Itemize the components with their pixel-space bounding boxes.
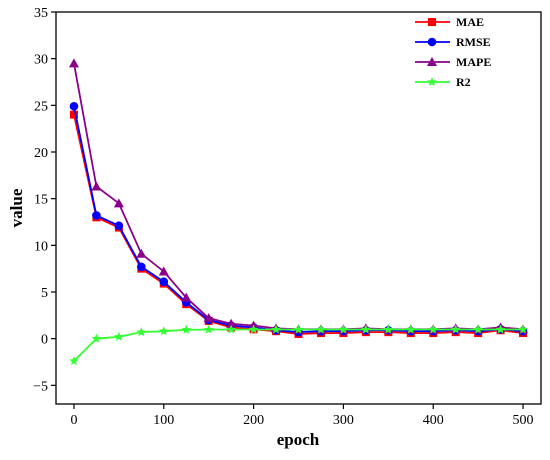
legend-marker-mape xyxy=(427,57,437,66)
legend-marker-mae xyxy=(428,18,436,26)
data-point-mape xyxy=(113,198,124,208)
legend: MAE RMSE MAPE R2 xyxy=(415,15,491,89)
x-axis: 0 100 200 300 400 500 xyxy=(70,404,534,428)
x-tick-label: 300 xyxy=(333,413,354,428)
data-point-r2 xyxy=(91,333,102,343)
y-tick-label: 20 xyxy=(34,146,48,161)
x-tick-label: 500 xyxy=(513,413,534,428)
legend-item-mae: MAE xyxy=(415,15,484,29)
data-point-r2 xyxy=(293,324,304,334)
data-point-r2 xyxy=(473,324,483,334)
data-point-r2 xyxy=(159,326,169,336)
series-rmse xyxy=(69,101,528,337)
data-point-mape xyxy=(68,58,79,68)
plot-frame xyxy=(55,11,542,405)
data-point-rmse xyxy=(69,101,79,111)
data-point-r2 xyxy=(114,331,124,341)
data-point-mape xyxy=(226,318,237,328)
data-point-r2 xyxy=(428,324,438,334)
data-point-r2 xyxy=(203,324,214,334)
legend-marker-r2 xyxy=(427,77,437,87)
series-r2 xyxy=(69,324,528,366)
series-mape xyxy=(68,58,529,334)
data-point-r2 xyxy=(271,324,281,334)
y-axis: −5 0 5 10 15 20 25 30 35 xyxy=(33,6,56,394)
series-mae xyxy=(69,110,528,338)
data-point-r2 xyxy=(316,324,326,334)
legend-marker-rmse xyxy=(427,37,437,47)
x-tick-label: 0 xyxy=(70,413,77,428)
y-tick-label: 25 xyxy=(34,99,48,114)
y-tick-label: −5 xyxy=(33,379,48,394)
data-point-r2 xyxy=(450,324,461,334)
data-point-r2 xyxy=(69,356,79,366)
data-point-mape xyxy=(136,248,147,258)
y-tick-label: 35 xyxy=(34,6,48,21)
legend-item-mape: MAPE xyxy=(415,55,491,69)
series-line-mape xyxy=(73,63,524,331)
data-point-r2 xyxy=(136,327,147,337)
x-tick-label: 100 xyxy=(153,413,174,428)
legend-label-mae: MAE xyxy=(456,15,484,29)
x-tick-label: 200 xyxy=(243,413,264,428)
series-layer xyxy=(68,58,529,366)
data-point-mape xyxy=(91,181,102,191)
legend-label-r2: R2 xyxy=(456,75,471,89)
data-point-r2 xyxy=(181,324,191,334)
data-point-r2 xyxy=(495,324,506,334)
y-axis-title: value xyxy=(7,188,26,227)
data-point-r2 xyxy=(248,324,259,334)
series-line-mae xyxy=(73,114,524,335)
data-point-r2 xyxy=(361,324,371,334)
data-point-r2 xyxy=(518,324,528,334)
data-point-mape xyxy=(181,292,192,302)
data-point-r2 xyxy=(383,324,394,334)
x-tick-label: 400 xyxy=(423,413,444,428)
data-point-r2 xyxy=(406,324,416,334)
x-axis-title: epoch xyxy=(277,430,320,449)
y-tick-label: 15 xyxy=(34,193,48,208)
legend-item-r2: R2 xyxy=(415,75,471,89)
legend-item-rmse: RMSE xyxy=(415,35,491,49)
y-tick-label: 10 xyxy=(34,239,48,254)
data-point-r2 xyxy=(226,324,236,334)
legend-label-rmse: RMSE xyxy=(456,35,491,49)
series-line-rmse xyxy=(73,106,524,334)
y-tick-label: 0 xyxy=(41,333,48,348)
y-tick-label: 5 xyxy=(41,286,48,301)
y-tick-label: 30 xyxy=(34,53,48,68)
data-point-rmse xyxy=(92,211,101,220)
data-point-rmse xyxy=(114,221,124,231)
data-point-rmse xyxy=(159,277,169,287)
data-point-mae xyxy=(69,110,78,119)
data-point-mape xyxy=(158,266,169,276)
data-point-r2 xyxy=(338,324,349,334)
data-point-rmse xyxy=(137,262,146,272)
legend-label-mape: MAPE xyxy=(456,55,491,69)
data-point-mape xyxy=(203,313,214,323)
